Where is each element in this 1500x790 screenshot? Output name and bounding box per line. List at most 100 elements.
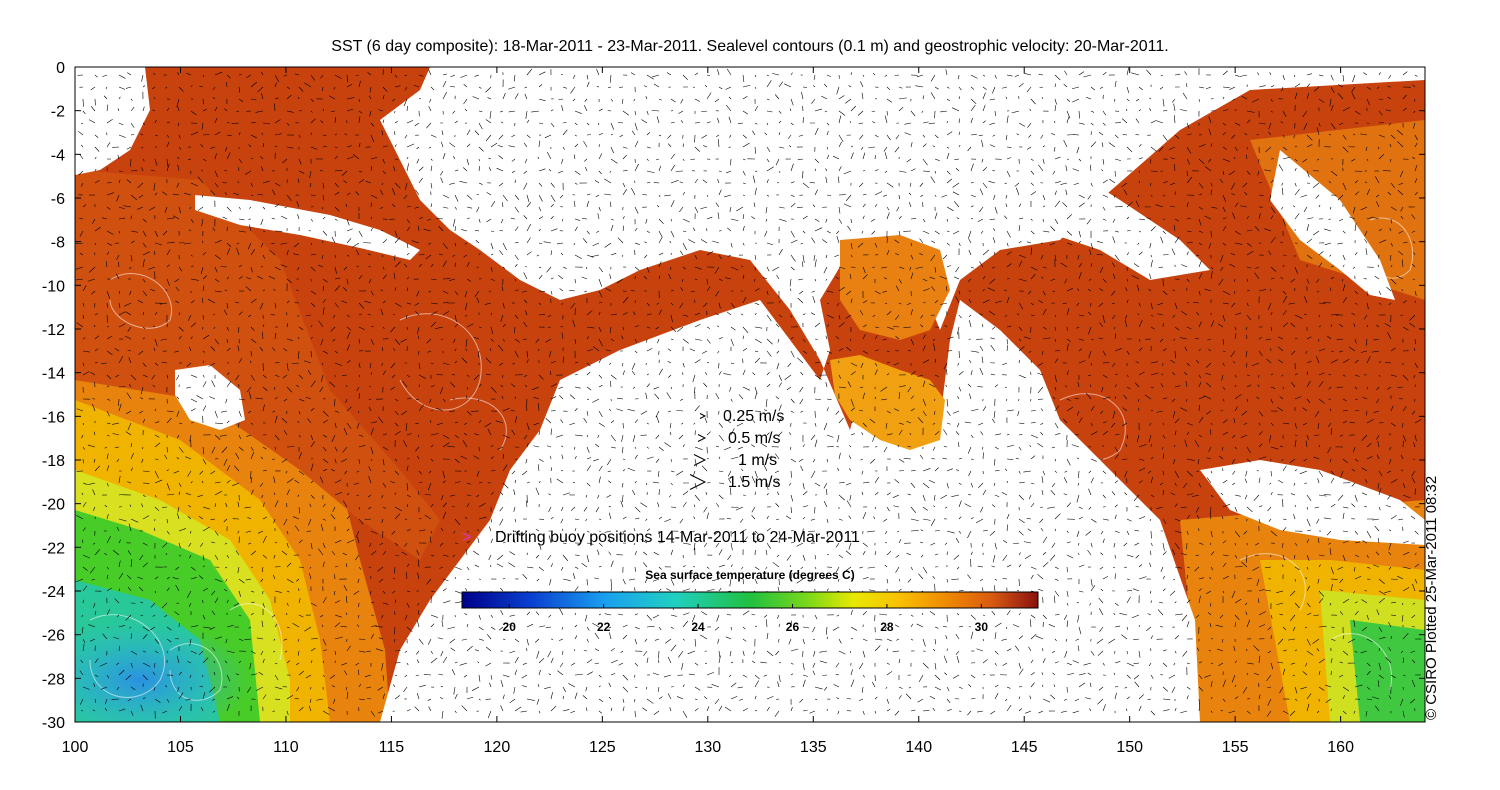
velocity-arrow [1030, 360, 1032, 364]
velocity-arrow [310, 242, 313, 246]
velocity-arrow [1376, 324, 1380, 328]
velocity-arrow [1402, 506, 1407, 509]
velocity-arrow [1030, 191, 1036, 196]
velocity-arrow [406, 252, 410, 256]
velocity-arrow [700, 206, 708, 210]
velocity-arrow [1158, 266, 1164, 269]
velocity-arrow [1060, 182, 1068, 185]
velocity-arrow [250, 422, 254, 425]
velocity-arrow [1114, 80, 1117, 88]
velocity-arrow [598, 153, 603, 160]
velocity-arrow [586, 398, 590, 401]
velocity-arrow [718, 549, 723, 556]
velocity-arrow [692, 227, 696, 232]
velocity-arrow [910, 395, 914, 400]
velocity-arrow [658, 252, 664, 256]
velocity-arrow [622, 362, 624, 367]
velocity-arrow [868, 589, 876, 592]
velocity-arrow [1366, 566, 1371, 569]
velocity-arrow [426, 338, 432, 344]
velocity-arrow [1282, 156, 1290, 160]
velocity-arrow [178, 446, 184, 453]
velocity-arrow [1173, 225, 1176, 232]
velocity-arrow [622, 530, 624, 535]
velocity-arrow [1267, 506, 1272, 512]
velocity-arrow [154, 134, 159, 137]
velocity-arrow [214, 434, 221, 440]
velocity-arrow [896, 206, 900, 212]
velocity-arrow [82, 204, 87, 208]
velocity-arrow [118, 403, 122, 412]
velocity-arrow [714, 266, 720, 274]
velocity-arrow [175, 566, 180, 570]
velocity-arrow [1203, 395, 1212, 400]
velocity-arrow [617, 121, 624, 124]
velocity-arrow [886, 237, 888, 244]
velocity-arrow [874, 204, 878, 208]
velocity-arrow [1306, 93, 1310, 100]
velocity-arrow [1218, 278, 1224, 286]
velocity-arrow [1266, 358, 1272, 364]
velocity-arrow [106, 142, 111, 148]
velocity-arrow [298, 539, 303, 544]
velocity-arrow [346, 145, 352, 148]
velocity-arrow [742, 335, 744, 340]
velocity-arrow [1414, 191, 1418, 196]
velocity-arrow [572, 573, 576, 580]
velocity-arrow [334, 182, 339, 188]
velocity-arrow [1186, 362, 1190, 367]
velocity-arrow [694, 72, 699, 76]
velocity-arrow [766, 398, 768, 407]
velocity-arrow [415, 311, 420, 316]
velocity-arrow [1018, 122, 1026, 127]
velocity-arrow [1318, 325, 1322, 328]
velocity-arrow [651, 110, 660, 112]
velocity-arrow [1078, 542, 1080, 546]
velocity-arrow [1088, 278, 1092, 281]
velocity-arrow [82, 337, 86, 340]
velocity-arrow [514, 314, 519, 319]
velocity-arrow [1363, 314, 1368, 320]
velocity-arrow [951, 494, 960, 497]
velocity-arrow [1410, 515, 1416, 520]
velocity-arrow [1063, 477, 1068, 484]
velocity-arrow [472, 550, 480, 556]
velocity-arrow [439, 566, 444, 569]
velocity-arrow [982, 120, 986, 124]
velocity-arrow [250, 298, 257, 304]
velocity-arrow [574, 226, 578, 232]
velocity-arrow [825, 168, 828, 172]
velocity-arrow [766, 110, 773, 113]
velocity-arrow [394, 338, 401, 346]
velocity-arrow [237, 326, 240, 333]
velocity-arrow [1390, 515, 1397, 520]
velocity-arrow [1149, 590, 1152, 594]
velocity-arrow [1006, 74, 1013, 77]
velocity-arrow [176, 513, 180, 520]
velocity-arrow [501, 395, 504, 400]
velocity-arrow [1054, 254, 1057, 261]
velocity-arrow [1354, 252, 1358, 256]
velocity-arrow [452, 254, 456, 257]
velocity-arrow [1114, 134, 1119, 139]
velocity-arrow [465, 338, 468, 347]
velocity-arrow [309, 503, 312, 508]
velocity-arrow [862, 577, 869, 580]
velocity-arrow [1390, 278, 1397, 285]
velocity-arrow [550, 563, 553, 568]
velocity-arrow [1413, 98, 1416, 102]
velocity-arrow [214, 153, 217, 160]
velocity-arrow [1280, 206, 1284, 210]
velocity-arrow [466, 530, 470, 533]
velocity-arrow [430, 433, 439, 436]
velocity-arrow [881, 398, 888, 401]
velocity-arrow [1138, 480, 1143, 484]
velocity-arrow [1330, 122, 1336, 130]
velocity-arrow [1299, 470, 1308, 475]
velocity-arrow [381, 182, 384, 186]
velocity-arrow [981, 356, 984, 364]
velocity-arrow [334, 398, 336, 407]
velocity-arrow [190, 566, 196, 571]
velocity-arrow [142, 251, 150, 256]
velocity-arrow [322, 298, 326, 304]
